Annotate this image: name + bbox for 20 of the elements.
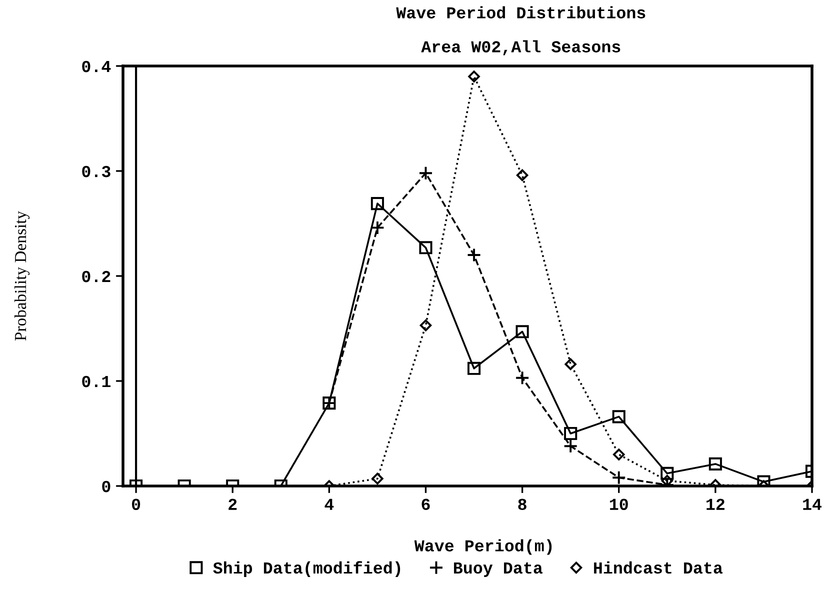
- y-tick-label: 0.3: [82, 166, 110, 178]
- legend-label: Hindcast Data: [594, 561, 723, 574]
- x-axis-title: Wave Period(m): [414, 539, 552, 555]
- chart-title: Wave Period Distributions: [396, 6, 646, 18]
- x-tick-label: 10: [610, 498, 628, 510]
- x-tick-label: 14: [803, 498, 822, 510]
- legend-label: Ship Data(modified): [213, 561, 400, 577]
- x-tick-label: 4: [324, 498, 334, 510]
- x-tick-label: 6: [422, 498, 430, 510]
- x-tick-label: 0: [132, 498, 140, 510]
- y-axis-title: Probability Density: [14, 211, 30, 341]
- chart-subtitle: Area W02,All Seasons: [421, 40, 620, 56]
- y-tick-label: 0: [102, 480, 110, 492]
- y-tick-label: 0.1: [82, 376, 110, 388]
- y-tick-label: 0.4: [82, 60, 111, 72]
- x-tick-label: 2: [228, 498, 237, 510]
- y-tick-label: 0.2: [82, 270, 110, 282]
- legend-label: Buoy Data: [454, 562, 542, 577]
- x-tick-label: 12: [706, 498, 724, 510]
- x-tick-label: 8: [518, 498, 526, 510]
